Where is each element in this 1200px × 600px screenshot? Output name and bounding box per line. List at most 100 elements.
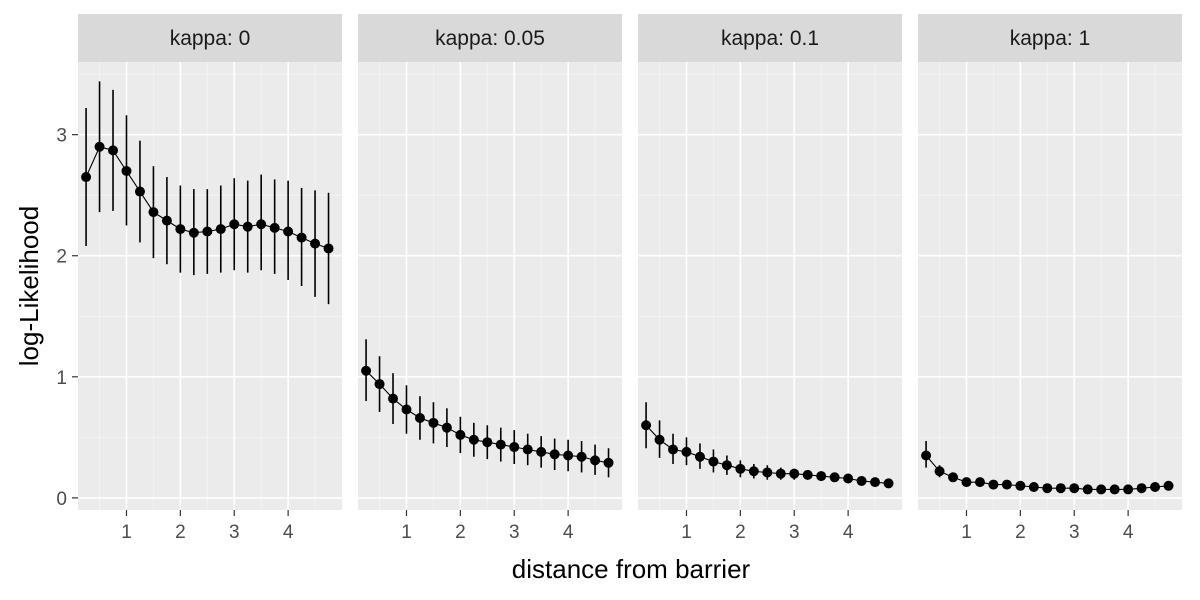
- data-point: [1163, 480, 1174, 491]
- data-point: [134, 186, 145, 197]
- y-tick-label: 2: [56, 247, 67, 268]
- data-point: [536, 446, 547, 457]
- panel-background: [638, 62, 902, 510]
- data-point: [681, 446, 692, 457]
- data-point: [721, 460, 732, 471]
- data-point: [428, 417, 439, 428]
- data-point: [202, 226, 213, 237]
- x-tick-label: 2: [735, 522, 746, 543]
- panel-background: [78, 62, 342, 510]
- data-point: [495, 439, 506, 450]
- data-point: [188, 227, 199, 238]
- data-point: [229, 219, 240, 230]
- x-tick-label: 4: [283, 522, 294, 543]
- data-point: [843, 473, 854, 484]
- x-tick-label: 2: [455, 522, 466, 543]
- data-point: [856, 475, 867, 486]
- data-point: [789, 468, 800, 479]
- x-axis-title: distance from barrier: [512, 554, 751, 584]
- data-point: [509, 442, 520, 453]
- data-point: [441, 422, 452, 433]
- data-point: [148, 207, 159, 218]
- facet-panel-0.05: kappa: 0.05 1 2 3 4: [358, 14, 622, 543]
- data-point: [374, 379, 385, 390]
- facet-panels: kappa: 0 1 2 3 4 kappa: 0.05 1 2 3 4 kappa: 0.1 1 2 3…: [78, 14, 1182, 543]
- data-point: [242, 221, 253, 232]
- x-tick-label: 3: [509, 522, 520, 543]
- data-point: [1069, 483, 1080, 494]
- data-point: [1028, 481, 1039, 492]
- x-tick-label: 2: [175, 522, 186, 543]
- data-point: [563, 450, 574, 461]
- data-point: [1082, 484, 1093, 495]
- x-tick-label: 4: [1123, 522, 1134, 543]
- data-point: [1136, 483, 1147, 494]
- data-point: [361, 365, 372, 376]
- data-point: [388, 393, 399, 404]
- data-point: [735, 463, 746, 474]
- data-point: [816, 471, 827, 482]
- data-point: [603, 457, 614, 468]
- data-point: [323, 243, 334, 254]
- data-point: [283, 226, 294, 237]
- data-point: [256, 219, 267, 230]
- x-tick-label: 4: [843, 522, 854, 543]
- facet-strip-label: kappa: 0: [170, 27, 251, 50]
- facet-strip-label: kappa: 0.05: [435, 27, 545, 50]
- y-tick-label: 0: [56, 489, 67, 510]
- data-point: [401, 404, 412, 415]
- data-point: [108, 145, 119, 156]
- data-point: [694, 451, 705, 462]
- facet-strip: [358, 14, 622, 62]
- data-point: [482, 437, 493, 448]
- data-point: [870, 477, 881, 488]
- data-point: [414, 412, 425, 423]
- data-point: [974, 477, 985, 488]
- data-point: [1001, 479, 1012, 490]
- data-point: [310, 238, 321, 249]
- x-tick-label: 2: [1015, 522, 1026, 543]
- facet-strip: [638, 14, 902, 62]
- facet-panel-0.1: kappa: 0.1 1 2 3 4: [638, 14, 902, 543]
- data-point: [522, 444, 533, 455]
- data-point: [576, 451, 587, 462]
- facet-strip: [918, 14, 1182, 62]
- data-point: [1096, 484, 1107, 495]
- x-tick-label: 3: [789, 522, 800, 543]
- data-point: [654, 434, 665, 445]
- data-point: [883, 478, 894, 489]
- data-point: [775, 468, 786, 479]
- data-point: [269, 222, 280, 233]
- y-axis-title: log-Likelihood: [14, 206, 44, 366]
- facet-strip: [78, 14, 342, 62]
- data-point: [1150, 481, 1161, 492]
- data-point: [641, 420, 652, 431]
- data-point: [468, 434, 479, 445]
- data-point: [121, 165, 132, 176]
- data-point: [1015, 480, 1026, 491]
- data-point: [161, 215, 172, 226]
- data-point: [668, 444, 679, 455]
- data-point: [296, 232, 307, 243]
- x-tick-label: 1: [401, 522, 412, 543]
- x-tick-label: 1: [961, 522, 972, 543]
- data-point: [590, 455, 601, 466]
- x-tick-label: 1: [121, 522, 132, 543]
- y-axis: 0 1 2 3: [56, 126, 78, 510]
- data-point: [748, 466, 759, 477]
- data-point: [921, 450, 932, 461]
- data-point: [1042, 483, 1053, 494]
- data-point: [215, 224, 226, 235]
- y-tick-label: 3: [56, 126, 67, 147]
- x-tick-label: 3: [1069, 522, 1080, 543]
- data-point: [455, 429, 466, 440]
- panel-background: [918, 62, 1182, 510]
- facet-strip-label: kappa: 1: [1010, 27, 1091, 50]
- panel-background: [358, 62, 622, 510]
- data-point: [762, 467, 773, 478]
- data-point: [94, 141, 105, 152]
- x-tick-label: 3: [229, 522, 240, 543]
- y-tick-label: 1: [56, 368, 67, 389]
- data-point: [934, 466, 945, 477]
